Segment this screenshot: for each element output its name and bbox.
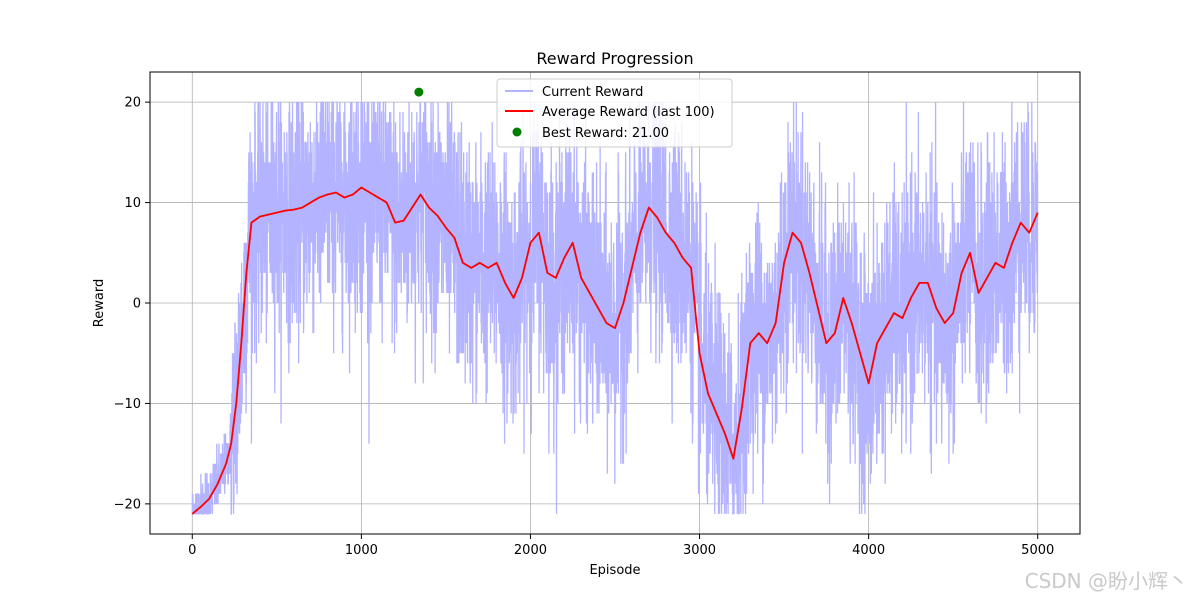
y-tick-label: −20 [114,497,141,512]
y-tick-label: 10 [124,196,141,211]
legend: Current Reward Average Reward (last 100)… [496,78,733,148]
x-tick-label: 3000 [683,543,716,558]
y-axis-label: Reward [92,279,107,327]
series-current-reward [191,101,1039,515]
axis-ticks: 0 1000 2000 3000 4000 5000 −20 −10 0 10 20 [114,96,1055,558]
y-tick-label: 0 [133,297,141,312]
legend-box [496,78,733,148]
best-reward-point [414,87,424,97]
chart-title: Reward Progression [536,49,693,68]
legend-label-current-reward: Current Reward [542,85,643,100]
series-average-reward [191,186,1039,515]
x-axis-label: Episode [589,563,640,578]
x-tick-label: 2000 [514,543,547,558]
y-tick-label: 20 [124,96,141,111]
watermark: CSDN @盼小辉丶 [1024,569,1188,593]
x-tick-label: 0 [188,543,196,558]
x-tick-label: 1000 [345,543,378,558]
x-tick-label: 5000 [1021,543,1054,558]
y-tick-label: −10 [114,397,141,412]
series-layer [191,87,1039,515]
legend-swatch-best-reward [512,127,522,137]
legend-label-average-reward: Average Reward (last 100) [542,105,715,120]
legend-label-best-reward: Best Reward: 21.00 [542,126,669,141]
x-tick-label: 4000 [852,543,885,558]
